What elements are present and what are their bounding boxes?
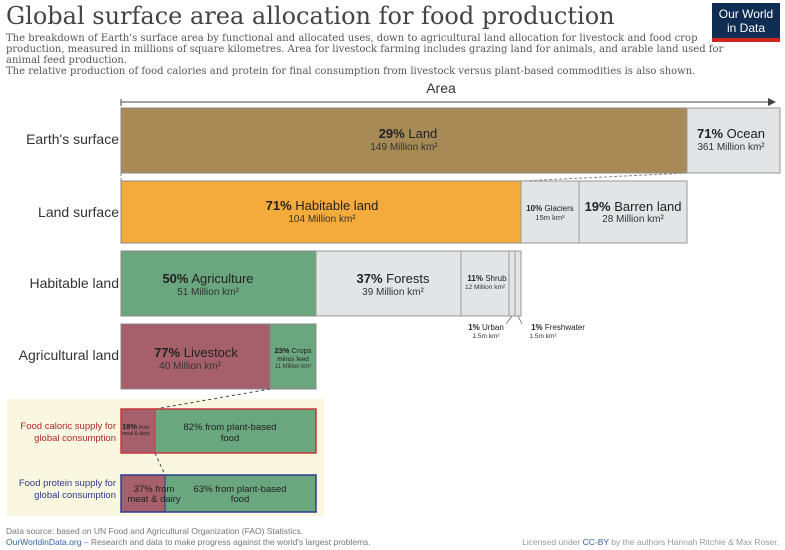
label-protein-plant-line2: food [231, 494, 250, 505]
value-glaciers: 15m km² [535, 213, 565, 222]
footer-site-line: OurWorldinData.org – Research and data t… [6, 537, 371, 547]
label-crops-line2: minus feed [277, 356, 309, 363]
protein-bar-border [120, 474, 317, 513]
label-protein-meat: 37% from [134, 484, 175, 495]
row-label-earth: Earth's surface [26, 131, 119, 147]
label-freshwater: 1% Freshwater [531, 323, 585, 332]
bar-livestock [120, 323, 271, 390]
bar-barren-land [578, 180, 688, 244]
bar-agriculture [120, 250, 317, 317]
bar-protein-plant [165, 475, 316, 512]
row-label-habitable: Habitable land [29, 275, 119, 291]
value-shrub: 12 Million km² [465, 284, 506, 291]
label-calorie-meat-line2: meat & dairy [122, 431, 151, 437]
label-glaciers: 10% Glaciers [526, 204, 574, 213]
row-label-agricultural: Agricultural land [19, 347, 119, 363]
urban-callout-line [505, 315, 513, 325]
label-land: 29% Land [379, 126, 438, 141]
value-ocean: 361 Million km² [697, 142, 765, 153]
label-livestock: 77% Livestock [154, 345, 238, 360]
logo-line-2: in Data [726, 21, 766, 35]
label-urban: 1% Urban [468, 323, 504, 332]
value-barren-land: 28 Million km² [602, 214, 664, 225]
subtitle-line-4: The relative production of food calories… [6, 66, 695, 77]
row-label-land: Land surface [38, 204, 119, 220]
label-crops: 23% Crops [274, 346, 311, 355]
label-ocean: 71% Ocean [697, 126, 765, 141]
subtitle-line-3: animal feed production. [6, 55, 127, 66]
supply-connectors [154, 388, 271, 476]
logo-line-1: Our World [718, 7, 774, 21]
protein-label-line1: Food protein supply for [19, 478, 116, 489]
bar-urban [508, 250, 516, 317]
bar-land [120, 107, 688, 174]
calorie-label-line1: Food caloric supply for [20, 421, 116, 432]
value-forests: 39 Million km² [362, 287, 424, 298]
value-urban: 1.5m km² [472, 333, 500, 340]
footer-site-link[interactable]: OurWorldinData.org [6, 537, 82, 547]
label-habitable-land: 71% Habitable land [266, 198, 379, 213]
bar-calorie-plant [155, 409, 316, 453]
bar-glaciers [520, 180, 580, 244]
bar-protein-meat [121, 475, 165, 512]
label-shrub: 11% Shrub [467, 274, 507, 283]
value-crops: 11 Million km² [275, 364, 312, 370]
license-link[interactable]: CC-BY [583, 537, 610, 547]
bar-calorie-meat [121, 409, 155, 453]
subtitle-line-2: production, measured in millions of squa… [6, 44, 724, 55]
axis-label: Area [426, 80, 456, 96]
bar-crops [269, 323, 317, 390]
label-barren-land: 19% Barren land [585, 199, 682, 214]
calorie-label-line2: global consumption [34, 433, 116, 444]
label-calorie-meat: 18% from [122, 422, 149, 431]
row-connectors [120, 172, 688, 182]
label-calorie-plant-line2: food [221, 433, 240, 444]
value-livestock: 40 Million km² [159, 361, 221, 372]
value-habitable-land: 104 Million km² [288, 214, 356, 225]
owid-logo[interactable]: Our World in Data [712, 3, 780, 42]
chart-title: Global surface area allocation for food … [6, 2, 615, 30]
bar-ocean [686, 107, 781, 174]
bar-forests [315, 250, 462, 317]
value-land: 149 Million km² [370, 142, 438, 153]
footer-source: Data source: based on UN Food and Agricu… [6, 526, 303, 536]
bar-freshwater [514, 250, 522, 317]
protein-label-line2: global consumption [34, 490, 116, 501]
label-protein-plant: 63% from plant-based [194, 484, 287, 495]
label-protein-meat-line2: meat & dairy [127, 494, 181, 505]
label-agriculture: 50% Agriculture [162, 271, 253, 286]
value-freshwater: 1.5m km² [529, 333, 557, 340]
bar-habitable-land [120, 180, 522, 244]
label-forests: 37% Forests [357, 271, 430, 286]
subtitle-line-1: The breakdown of Earth's surface area by… [6, 33, 697, 44]
label-calorie-plant: 82% from plant-based [184, 422, 277, 433]
freshwater-callout-line [517, 315, 523, 325]
footer-license: Licensed under CC-BY by the authors Hann… [522, 537, 779, 547]
value-agriculture: 51 Million km² [177, 287, 239, 298]
calorie-bar-border [120, 408, 317, 454]
